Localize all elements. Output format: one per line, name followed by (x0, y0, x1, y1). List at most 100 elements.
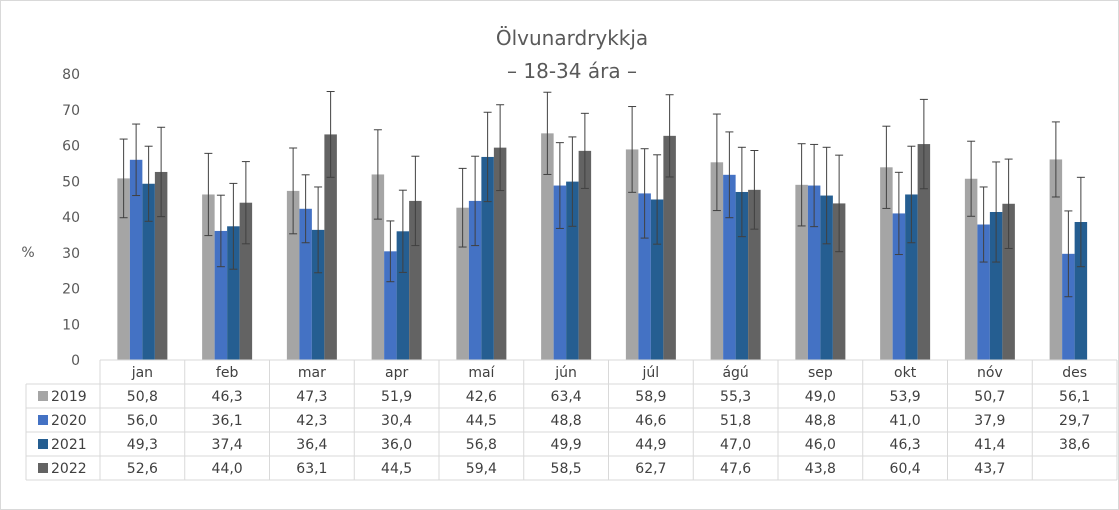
data-label: 55,3 (720, 389, 751, 405)
error-bar (204, 152, 213, 237)
bar-2019-jan (117, 178, 130, 360)
bar-2019-okt (880, 167, 893, 360)
bar-2021-feb (227, 226, 240, 360)
error-bar (882, 125, 891, 209)
bar-2021-nóv (989, 211, 1003, 360)
bar-2020-feb (214, 230, 228, 360)
bar-2022-nóv (1002, 203, 1015, 360)
data-label: 52,6 (127, 461, 158, 477)
data-label: 29,7 (1059, 413, 1090, 429)
bar-2022-maí (493, 147, 507, 360)
bar-2022-sep (832, 203, 846, 360)
y-tick-label: 30 (62, 246, 80, 262)
data-label: 43,8 (805, 461, 836, 477)
error-bar (992, 161, 1001, 263)
bar-2019-jún (541, 133, 554, 360)
data-label: 36,1 (212, 413, 243, 429)
bar-2021-maí (481, 156, 494, 360)
data-label: 62,7 (635, 461, 666, 477)
bar-2019-des (1049, 159, 1063, 360)
error-bar (1051, 121, 1060, 198)
data-label: 50,8 (127, 389, 158, 405)
data-label: 41,0 (890, 413, 921, 429)
category-label: ágú (722, 365, 748, 381)
bar-2020-mar (299, 208, 312, 360)
category-label: okt (894, 365, 917, 381)
y-tick-label: 20 (62, 282, 80, 298)
error-bar (241, 161, 250, 245)
error-bar (822, 146, 831, 245)
bar-2019-júl (625, 149, 639, 360)
data-label: 47,6 (720, 461, 751, 477)
error-bar (967, 140, 976, 217)
data-label: 36,4 (296, 437, 327, 453)
bar-2019-nóv (964, 178, 978, 360)
data-label: 56,0 (127, 413, 158, 429)
bar-2021-mar (311, 229, 325, 360)
y-axis-label: % (21, 245, 34, 261)
error-bar (1004, 158, 1013, 249)
error-bar (1076, 176, 1085, 268)
bar-2020-apr (384, 251, 397, 360)
error-bar (894, 171, 903, 256)
error-bar (216, 194, 225, 268)
error-bar (653, 154, 662, 245)
y-tick-label: 60 (62, 139, 80, 155)
data-label: 63,1 (296, 461, 327, 477)
error-bar (386, 220, 395, 283)
bar-2020-maí (468, 200, 482, 360)
data-label: 48,8 (551, 413, 582, 429)
y-tick-label: 10 (62, 317, 80, 333)
error-bar (835, 154, 844, 253)
category-label: maí (468, 365, 495, 381)
data-label: 42,6 (466, 389, 497, 405)
y-tick-label: 40 (62, 210, 80, 226)
bar-2022-júl (663, 135, 676, 360)
data-label: 58,9 (635, 389, 666, 405)
error-bar (373, 129, 382, 220)
data-label: 48,8 (805, 413, 836, 429)
bar-2022-okt (917, 144, 931, 360)
series-name: 2020 (51, 413, 87, 429)
error-bar (628, 106, 637, 193)
error-bar (580, 112, 589, 189)
y-tick-label: 50 (62, 174, 80, 190)
error-bar (797, 143, 806, 227)
data-label: 49,3 (127, 437, 158, 453)
data-label: 42,3 (296, 413, 327, 429)
bar-2020-ágú (723, 174, 736, 360)
error-bar (301, 174, 310, 244)
bar-2020-júl (638, 193, 651, 360)
bar-2022-jún (578, 150, 592, 360)
error-bar (810, 143, 819, 228)
error-bar (543, 91, 552, 175)
data-label: 43,7 (974, 461, 1005, 477)
data-label: 41,4 (974, 437, 1005, 453)
bar-2019-maí (456, 207, 469, 360)
y-axis-ticks: 0 10 20 30 40 50 60 70 80 (62, 67, 80, 369)
error-bar (471, 155, 480, 247)
bar-2020-jún (553, 185, 567, 360)
data-label: 46,3 (212, 389, 243, 405)
series-name: 2021 (51, 437, 87, 453)
data-label: 46,0 (805, 437, 836, 453)
data-label: 44,0 (212, 461, 243, 477)
error-bar (289, 147, 298, 235)
error-bar (483, 111, 492, 203)
bar-2021-jan (142, 183, 155, 360)
bar-2022-feb (239, 202, 253, 360)
category-label: nóv (977, 365, 1003, 381)
data-label: 46,6 (635, 413, 666, 429)
error-bar (725, 131, 734, 219)
bar-2019-apr (371, 174, 385, 360)
bar-2021-ágú (735, 191, 749, 360)
bar-2019-sep (795, 184, 808, 360)
y-tick-label: 70 (62, 103, 80, 119)
series-name: 2022 (51, 461, 87, 477)
category-label: apr (385, 365, 408, 381)
error-bar (919, 98, 928, 190)
legend-swatch (38, 391, 48, 401)
data-label: 36,0 (381, 437, 412, 453)
error-bar (555, 142, 564, 229)
